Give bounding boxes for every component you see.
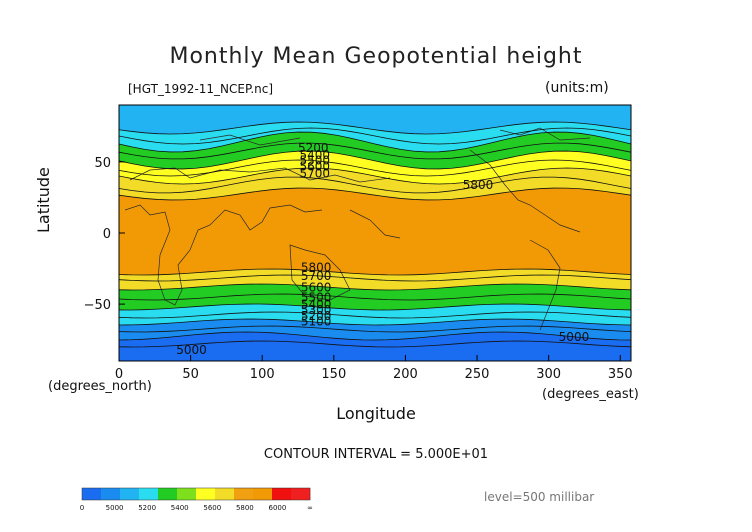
file-label: [HGT_1992-11_NCEP.nc] — [128, 82, 274, 96]
colorbar-cell — [215, 488, 235, 500]
contour-label: 5500 — [299, 154, 330, 168]
colorbar-cell — [272, 488, 292, 500]
contour-line — [118, 331, 632, 341]
contour-label: 5200 — [301, 309, 332, 323]
y-axis-unit: (degrees_north) — [48, 379, 152, 394]
contour-label: 5800 — [463, 178, 494, 192]
y-tick-label: 0 — [103, 227, 111, 242]
colorbar-tick-label: 0 — [80, 504, 84, 512]
colorbar-cell — [158, 488, 178, 500]
colorbar-tick-label: 5200 — [138, 504, 156, 512]
contour-label: 5400 — [299, 148, 330, 162]
contour-line — [118, 268, 632, 276]
colorbar-cell — [139, 488, 159, 500]
contour-label: 5400 — [301, 297, 332, 311]
contour-label: 5700 — [301, 269, 332, 283]
contour-line — [118, 293, 632, 301]
contour-line — [118, 121, 632, 135]
contour-band — [119, 304, 631, 325]
contour-band — [119, 188, 631, 275]
contour-labels: 5200540055005600570058005800570056005500… — [176, 141, 589, 357]
x-axis-label: Longitude — [336, 404, 416, 423]
contour-label: 5000 — [176, 343, 207, 357]
contour-line — [118, 167, 632, 185]
x-tick-label: 0 — [115, 367, 123, 382]
contour-line — [118, 283, 632, 291]
contour-label: 5600 — [301, 280, 332, 294]
contour-line — [118, 176, 632, 194]
contour-line — [118, 325, 632, 333]
contour-label: 5800 — [301, 260, 332, 274]
contour-band — [119, 284, 631, 310]
y-tick-label: 50 — [94, 156, 111, 171]
contour-line — [118, 303, 632, 311]
contour-label: 5200 — [298, 141, 329, 155]
contour-line — [118, 318, 632, 326]
colorbar-cell — [82, 488, 102, 500]
x-tick-label: 150 — [321, 367, 346, 382]
chart-title: Monthly Mean Geopotential height — [169, 44, 583, 69]
colorbar-tick-label: 5800 — [236, 504, 254, 512]
x-tick-label: 250 — [465, 367, 490, 382]
contour-line — [118, 187, 632, 201]
contour-label: 5300 — [301, 303, 332, 317]
x-tick-label: 350 — [608, 367, 633, 382]
x-tick-label: 200 — [393, 367, 418, 382]
units-label: (units:m) — [545, 80, 609, 96]
contour-band — [119, 132, 631, 169]
x-tick-label: 300 — [536, 367, 561, 382]
contour-line — [118, 311, 632, 319]
contour-label: 5600 — [299, 159, 330, 173]
colorbar-cell — [177, 488, 197, 500]
contour-label: 5100 — [301, 314, 332, 328]
contour-band — [119, 319, 631, 340]
colorbar-cell — [196, 488, 216, 500]
contour-line — [118, 150, 632, 170]
contour-band — [119, 122, 631, 152]
colorbar-cell — [234, 488, 254, 500]
colorbar-cell — [253, 488, 273, 500]
contour-band — [119, 105, 631, 134]
y-ticks: 50 0 −50 — [84, 156, 125, 313]
y-tick-label: −50 — [84, 298, 111, 313]
contour-line — [118, 131, 632, 153]
colorbar-tick-label: ∞ — [307, 504, 313, 512]
x-ticks: 0 50 100 150 200 250 300 350 — [115, 355, 633, 382]
colorbar: 0 5000 5200 5400 5600 5800 6000 ∞ — [80, 487, 313, 512]
colorbar-tick-label: 5000 — [106, 504, 124, 512]
x-axis-unit: (degrees_east) — [542, 387, 639, 402]
contour-lines — [118, 121, 632, 348]
contour-line — [118, 127, 632, 145]
colorbar-tick-label: 6000 — [269, 504, 287, 512]
contour-interval-label: CONTOUR INTERVAL = 5.000E+01 — [263, 447, 489, 462]
colorbar-cell — [120, 488, 140, 500]
contour-label: 5000 — [559, 330, 590, 344]
level-label: level=500 millibar — [484, 490, 595, 504]
contour-label: 5700 — [299, 167, 330, 181]
colorbar-cell — [291, 488, 311, 500]
contour-label: 5500 — [301, 290, 332, 304]
colorbar-frame — [81, 487, 311, 501]
colorbar-tick-label: 5600 — [203, 504, 221, 512]
contour-line — [118, 340, 632, 348]
contour-line — [118, 142, 632, 160]
colorbar-cell — [101, 488, 121, 500]
contour-line — [118, 159, 632, 177]
contour-line — [118, 274, 632, 282]
colorbar-tick-label: 5400 — [171, 504, 189, 512]
x-tick-label: 50 — [182, 367, 199, 382]
x-tick-label: 100 — [250, 367, 275, 382]
